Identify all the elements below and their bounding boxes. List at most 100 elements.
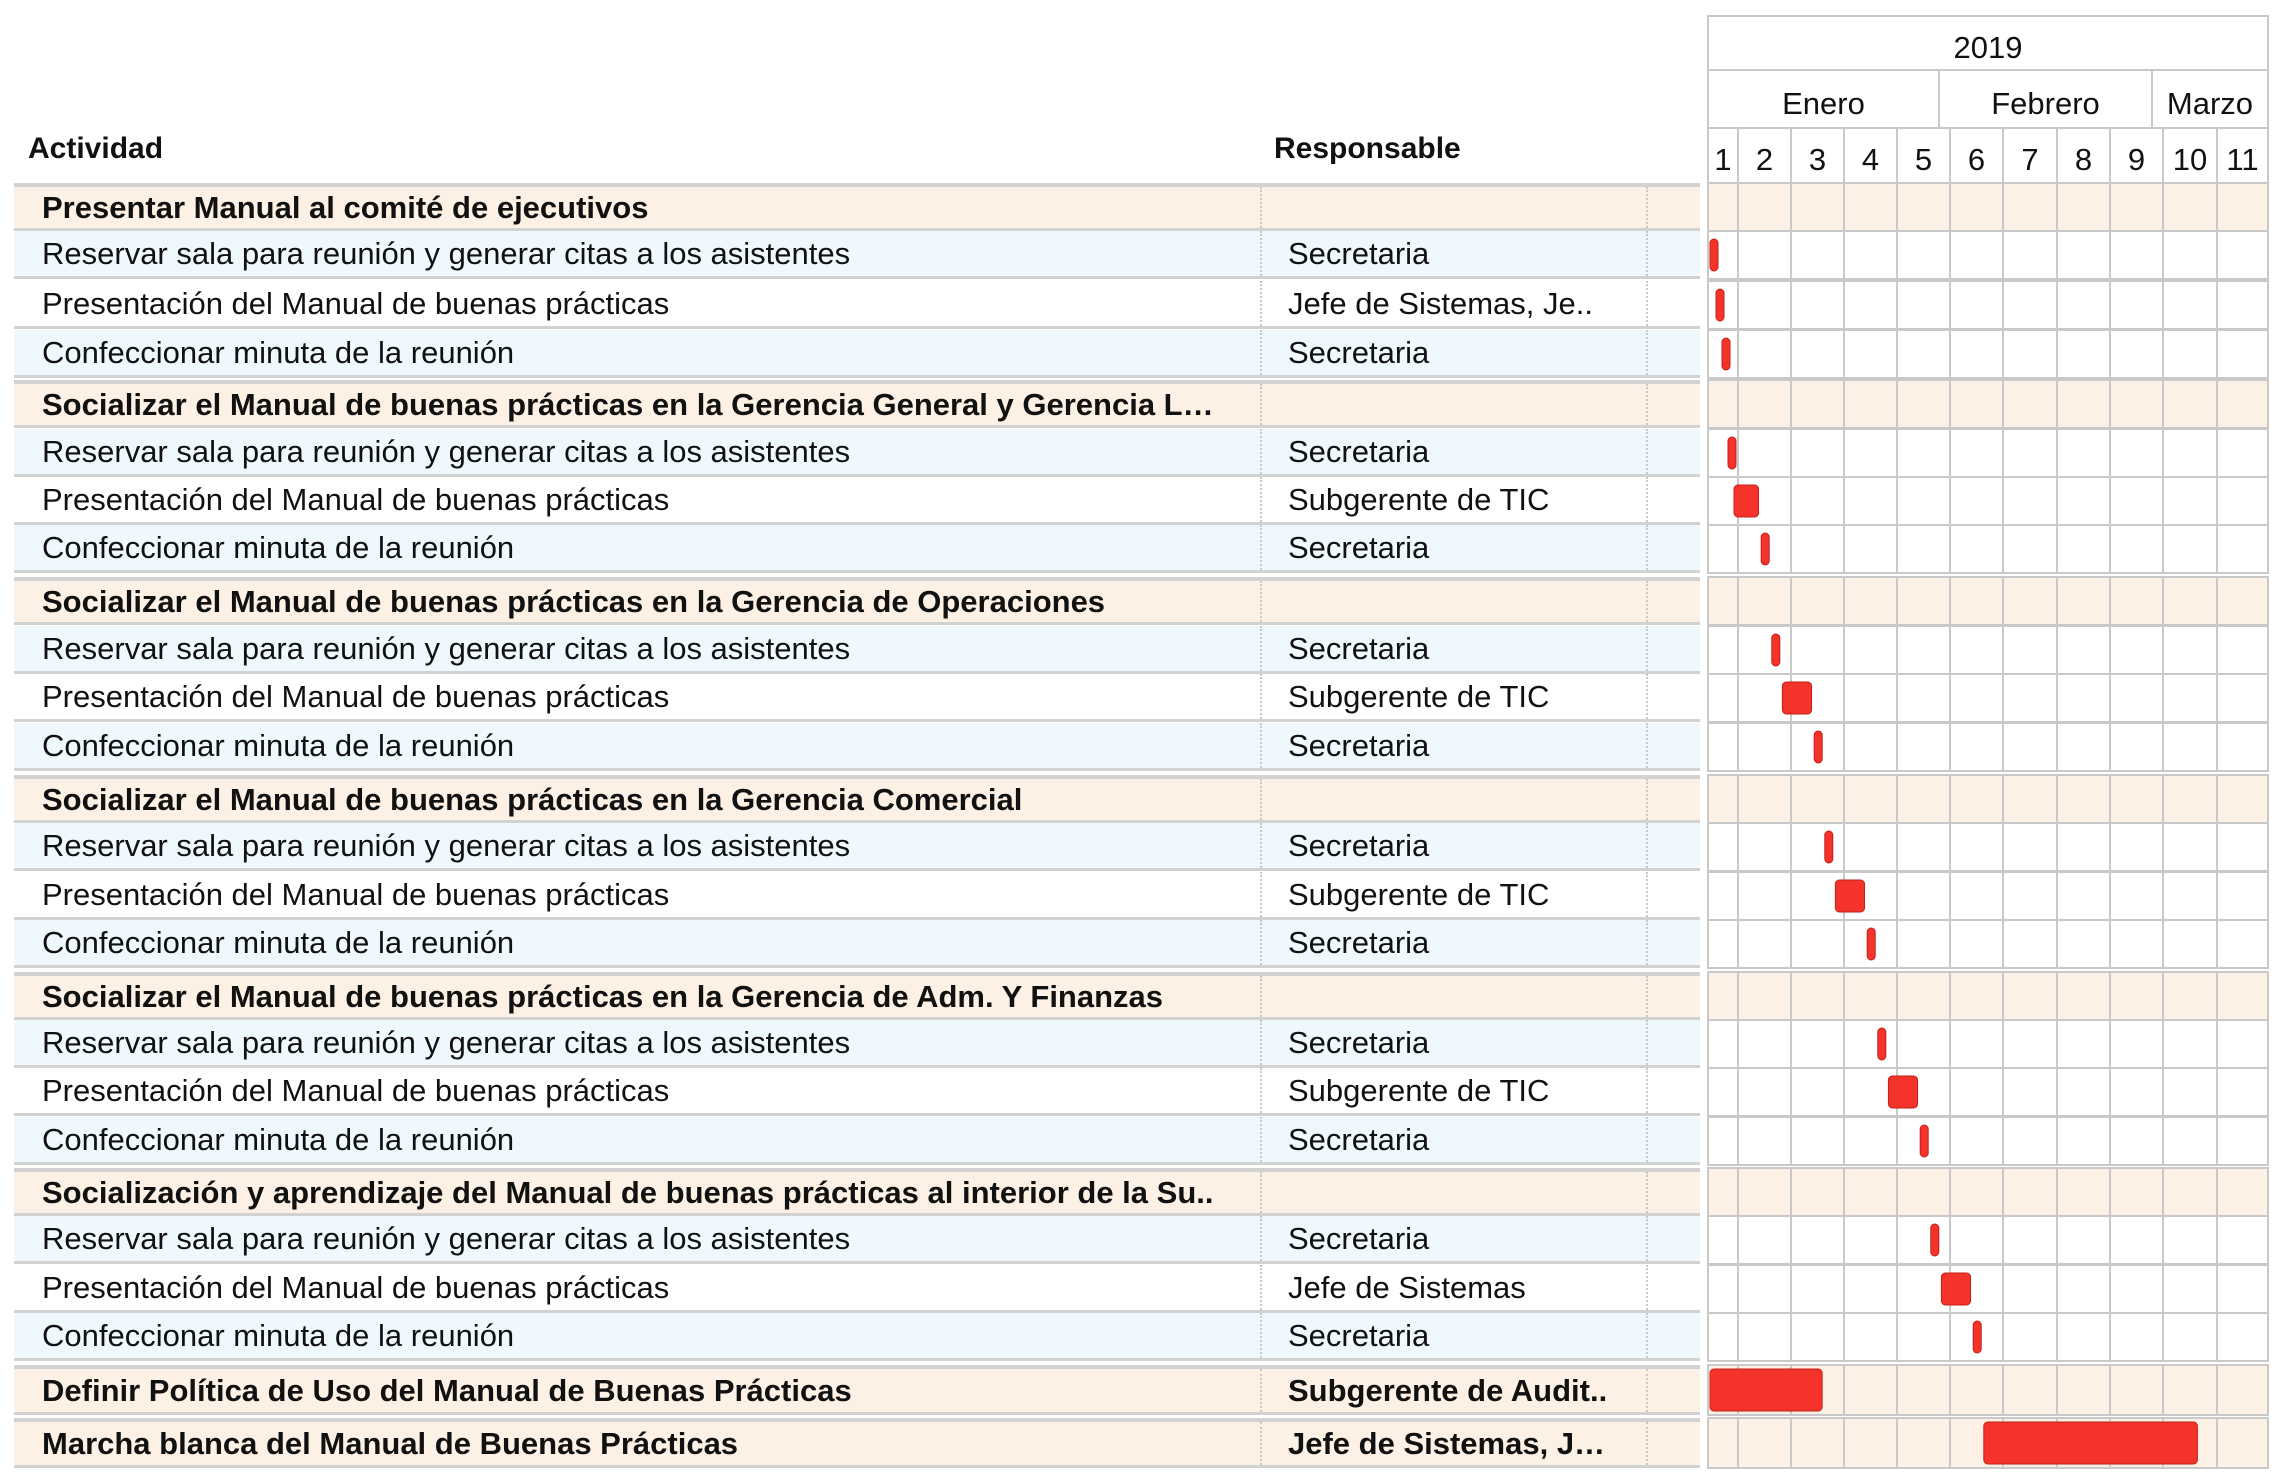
gantt-task-row[interactable]: Confeccionar minuta de la reunión Secreta… [14, 920, 1700, 968]
gantt-group-row[interactable]: Socializar el Manual de buenas prácticas… [14, 577, 1700, 625]
timeline-cell [1843, 1417, 1898, 1469]
gantt-group-row[interactable]: Socializar el Manual de buenas prácticas… [14, 972, 1700, 1020]
timeline-cell [1737, 971, 1792, 1021]
column-separator [1260, 281, 1262, 326]
timeline-cell [1707, 182, 1739, 232]
timeline-cell [2002, 1264, 2058, 1314]
timeline-cell [1790, 280, 1845, 330]
column-separator [1260, 1172, 1262, 1213]
gantt-task-row[interactable]: Confeccionar minuta de la reunión Secreta… [14, 525, 1700, 573]
gantt-group-row[interactable]: Definir Política de Uso del Manual de Bu… [14, 1365, 1700, 1415]
timeline-cell [2109, 673, 2164, 723]
timeline-cell [1707, 722, 1739, 772]
timeline-cell [1737, 1167, 1792, 1217]
timeline-cell [2109, 871, 2164, 921]
timeline-cell [1790, 476, 1845, 526]
gantt-task-row[interactable]: Presentación del Manual de buenas prácti… [14, 872, 1700, 920]
activity-cell: Confeccionar minuta de la reunión [42, 1317, 515, 1353]
timeline-cell [2002, 673, 2058, 723]
timeline-cell [1949, 1116, 2004, 1166]
timeline-cell [1843, 1019, 1898, 1069]
timeline-cell [2162, 1215, 2218, 1265]
timeline-cell [2056, 1312, 2111, 1362]
timeline-cell [1790, 1312, 1845, 1362]
week-label: 4 [1862, 142, 1879, 177]
gantt-task-row[interactable]: Reservar sala para reunión y generar cit… [14, 1020, 1700, 1068]
timeline-cell [2109, 722, 2164, 772]
gantt-bar [1919, 1124, 1929, 1158]
gantt-task-row[interactable]: Presentación del Manual de buenas prácti… [14, 1265, 1700, 1313]
week-header-box [2216, 127, 2269, 184]
responsible-cell: Subgerente de Audit.. [1288, 1372, 1608, 1408]
timeline-cell [2056, 576, 2111, 626]
week-label: 9 [2128, 142, 2145, 177]
timeline-cell [2216, 1116, 2269, 1166]
responsible-cell: Secretaria [1288, 1024, 1430, 1060]
year-label: 2019 [1954, 30, 2023, 65]
timeline-cell [1896, 822, 1951, 872]
activity-cell: Socializar el Manual de buenas prácticas… [42, 583, 1106, 619]
timeline-cell [1949, 774, 2004, 824]
gantt-task-row[interactable]: Reservar sala para reunión y generar cit… [14, 429, 1700, 477]
activity-cell: Reservar sala para reunión y generar cit… [42, 1220, 851, 1256]
gantt-group-row[interactable]: Socializar el Manual de buenas prácticas… [14, 775, 1700, 823]
timeline-cell [2109, 1067, 2164, 1117]
timeline-cell [2216, 1264, 2269, 1314]
timeline-cell [2216, 919, 2269, 969]
timeline-cell [1737, 774, 1792, 824]
timeline-cell [2056, 1364, 2111, 1416]
gantt-task-row[interactable]: Presentación del Manual de buenas prácti… [14, 477, 1700, 525]
column-separator [1646, 330, 1648, 375]
timeline-cell [2162, 1116, 2218, 1166]
timeline-cell [1949, 971, 2004, 1021]
timeline-cell [2162, 230, 2218, 280]
timeline-cell [1949, 576, 2004, 626]
gantt-task-row[interactable]: Presentación del Manual de buenas prácti… [14, 281, 1700, 329]
timeline-cell [1843, 673, 1898, 723]
gantt-group-row[interactable]: Marcha blanca del Manual de Buenas Práct… [14, 1418, 1700, 1468]
gantt-group-row[interactable]: Presentar Manual al comité de ejecutivos [14, 183, 1700, 231]
timeline-cell [1843, 230, 1898, 280]
gantt-task-row[interactable]: Reservar sala para reunión y generar cit… [14, 823, 1700, 871]
gantt-task-row[interactable]: Confeccionar minuta de la reunión Secreta… [14, 1117, 1700, 1165]
gantt-group-row[interactable]: Socializar el Manual de buenas prácticas… [14, 380, 1700, 428]
gantt-task-row[interactable]: Reservar sala para reunión y generar cit… [14, 1216, 1700, 1264]
timeline-cell [1896, 774, 1951, 824]
timeline-cell [1790, 919, 1845, 969]
timeline-cell [1949, 822, 2004, 872]
timeline-cell [2216, 1417, 2269, 1469]
timeline-cell [1949, 230, 2004, 280]
timeline-cell [1896, 524, 1951, 574]
gantt-task-row[interactable]: Confeccionar minuta de la reunión Secreta… [14, 1313, 1700, 1361]
responsible-cell: Secretaria [1288, 630, 1430, 666]
gantt-task-row[interactable]: Reservar sala para reunión y generar cit… [14, 626, 1700, 674]
timeline-cell [2056, 919, 2111, 969]
gantt-bar [1727, 436, 1737, 470]
column-separator [1260, 429, 1262, 474]
timeline-cell [1843, 329, 1898, 379]
column-separator [1260, 1020, 1262, 1065]
timeline-cell [1896, 673, 1951, 723]
timeline-cell [1790, 1019, 1845, 1069]
week-label: 7 [2021, 142, 2038, 177]
timeline-cell [1707, 1215, 1739, 1265]
timeline-cell [2216, 1167, 2269, 1217]
timeline-cell [1790, 1167, 1845, 1217]
timeline-cell [1790, 822, 1845, 872]
gantt-task-row[interactable]: Presentación del Manual de buenas prácti… [14, 1068, 1700, 1116]
timeline-cell [2216, 230, 2269, 280]
timeline-cell [2162, 625, 2218, 675]
week-label: 1 [1714, 142, 1731, 177]
timeline-cell [2216, 1019, 2269, 1069]
timeline-cell [2002, 379, 2058, 429]
timeline-cell [1843, 1364, 1898, 1416]
timeline-cell [2002, 1312, 2058, 1362]
timeline-cell [1896, 1167, 1951, 1217]
gantt-task-row[interactable]: Presentación del Manual de buenas prácti… [14, 674, 1700, 722]
timeline-cell [1896, 182, 1951, 232]
gantt-task-row[interactable]: Confeccionar minuta de la reunión Secreta… [14, 330, 1700, 378]
gantt-task-row[interactable]: Confeccionar minuta de la reunión Secreta… [14, 723, 1700, 771]
gantt-group-row[interactable]: Socialización y aprendizaje del Manual d… [14, 1168, 1700, 1216]
timeline-cell [1949, 379, 2004, 429]
gantt-task-row[interactable]: Reservar sala para reunión y generar cit… [14, 231, 1700, 279]
